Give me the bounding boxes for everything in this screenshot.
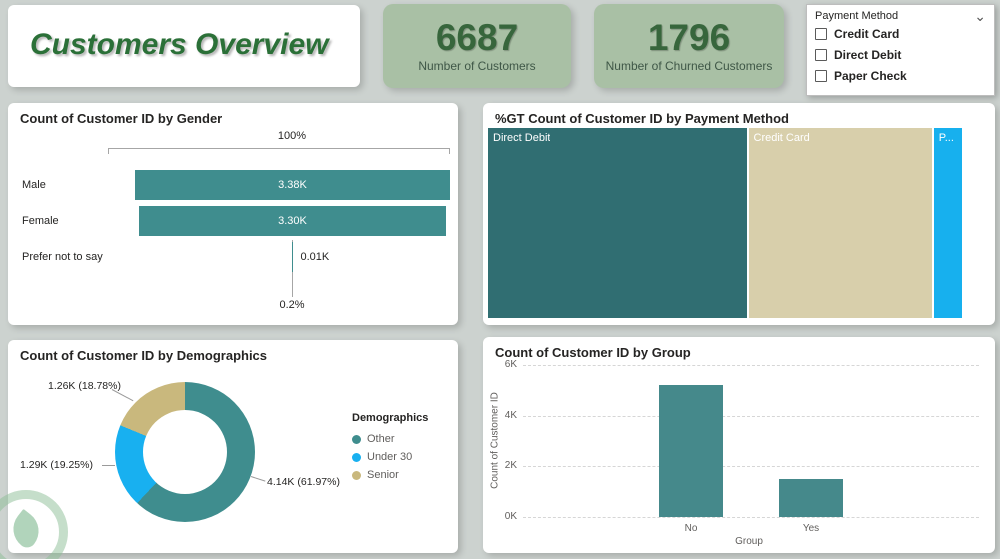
slicer-option-paper-check[interactable]: Paper Check <box>807 65 994 86</box>
bar[interactable] <box>779 479 843 517</box>
donut-callout-under30: 1.29K (19.25%) <box>20 459 93 471</box>
x-tick-label: No <box>684 523 698 534</box>
kpi-card-customers: 6687 Number of Customers <box>383 4 571 88</box>
payment-treemap-card: %GT Count of Customer ID by Payment Meth… <box>483 103 995 325</box>
funnel-bar[interactable] <box>135 170 450 200</box>
treemap-block[interactable]: Direct Debit <box>488 128 747 318</box>
legend-label: Senior <box>367 469 399 481</box>
funnel-bottom-percent: 0.2% <box>279 299 305 311</box>
x-axis-title: Group <box>735 536 763 547</box>
treemap-block[interactable]: P... <box>933 128 962 318</box>
legend-dot <box>352 452 361 462</box>
treemap-block-label: Credit Card <box>753 132 810 144</box>
kpi-churned-value: 1796 <box>647 16 731 58</box>
funnel-value-label: 3.30K <box>278 215 307 227</box>
watermark-ring <box>0 490 68 559</box>
watermark-logo <box>0 490 68 559</box>
treemap-block-label: Direct Debit <box>493 132 551 144</box>
funnel-top-percent: 100% <box>277 130 307 142</box>
group-bar-chart: 0K 2K 4K 6K No Yes <box>483 337 995 553</box>
callout-line-under30 <box>102 465 115 466</box>
funnel-bar[interactable] <box>138 206 447 236</box>
slicer-option-credit-card[interactable]: Credit Card <box>807 23 994 44</box>
treemap-block-label: P... <box>938 132 954 144</box>
slicer-option-label: Credit Card <box>834 27 900 41</box>
funnel-category-label: Prefer not to say <box>22 251 103 263</box>
group-bar-card: Count of Customer ID by Group Count of C… <box>483 337 995 553</box>
treemap-block[interactable]: Credit Card <box>748 128 932 318</box>
chart-title-demographics: Count of Customer ID by Demographics <box>20 348 268 363</box>
callout-line-other <box>250 476 266 482</box>
gridline <box>523 415 979 417</box>
y-tick-label: 2K <box>504 460 517 472</box>
funnel-category-label: Male <box>22 179 46 191</box>
legend-title: Demographics <box>352 412 429 424</box>
donut-hole <box>143 410 227 494</box>
legend-dot <box>352 470 361 480</box>
demographics-legend: Demographics Other Under 30 Senior <box>352 412 428 487</box>
chart-title-gender: Count of Customer ID by Gender <box>20 111 223 126</box>
kpi-card-churned: 1796 Number of Churned Customers <box>594 4 784 88</box>
gender-funnel-card: Count of Customer ID by Gender 100% 0.2%… <box>8 103 458 325</box>
gridline <box>523 517 979 518</box>
slicer-option-direct-debit[interactable]: Direct Debit <box>807 44 994 65</box>
kpi-churned-label: Number of Churned Customers <box>605 59 773 74</box>
payment-method-slicer: Payment Method ⌄ Credit Card Direct Debi… <box>806 4 995 96</box>
gridline <box>523 365 979 366</box>
title-card: Customers Overview <box>8 5 360 87</box>
donut-callout-senior: 1.26K (18.78%) <box>48 380 121 392</box>
legend-dot <box>352 434 361 444</box>
slicer-title: Payment Method <box>815 10 899 22</box>
y-tick-label: 4K <box>504 409 517 421</box>
slicer-option-label: Paper Check <box>834 69 907 83</box>
y-tick-label: 0K <box>504 511 517 522</box>
checkbox-icon[interactable] <box>815 49 827 61</box>
donut-callout-other: 4.14K (61.97%) <box>267 476 340 488</box>
slicer-header: Payment Method ⌄ <box>807 5 994 23</box>
checkbox-icon[interactable] <box>815 70 827 82</box>
legend-item[interactable]: Other <box>352 433 428 445</box>
chart-title-group: Count of Customer ID by Group <box>495 345 691 360</box>
gender-funnel-chart: 100% 0.2% Male 3.38K Female 3.30K Prefer not… <box>8 103 458 325</box>
funnel-value-label: 3.38K <box>278 179 307 191</box>
bar[interactable] <box>659 385 723 517</box>
x-tick-label: Yes <box>802 523 820 534</box>
funnel-bar[interactable] <box>291 242 294 272</box>
chevron-down-icon[interactable]: ⌄ <box>974 8 986 24</box>
legend-label: Other <box>367 433 395 445</box>
legend-items: Other Under 30 Senior <box>352 433 428 481</box>
y-tick-label: 6K <box>504 359 517 370</box>
payment-treemap-chart: Direct Debit Credit Card P... <box>488 128 962 318</box>
checkbox-icon[interactable] <box>815 28 827 40</box>
gridline <box>523 466 979 468</box>
legend-item[interactable]: Under 30 <box>352 451 428 463</box>
funnel-bracket-line <box>108 148 450 154</box>
slicer-option-label: Direct Debit <box>834 48 902 62</box>
demographics-donut-card: Count of Customer ID by Demographics 1.2… <box>8 340 458 553</box>
funnel-category-label: Female <box>22 215 59 227</box>
dashboard-title: Customers Overview <box>30 28 329 61</box>
kpi-customers-value: 6687 <box>435 16 519 58</box>
chart-title-payment: %GT Count of Customer ID by Payment Meth… <box>495 111 789 126</box>
funnel-value-label: 0.01K <box>300 251 330 263</box>
legend-label: Under 30 <box>367 451 413 463</box>
kpi-customers-label: Number of Customers <box>418 59 536 74</box>
legend-item[interactable]: Senior <box>352 469 428 481</box>
